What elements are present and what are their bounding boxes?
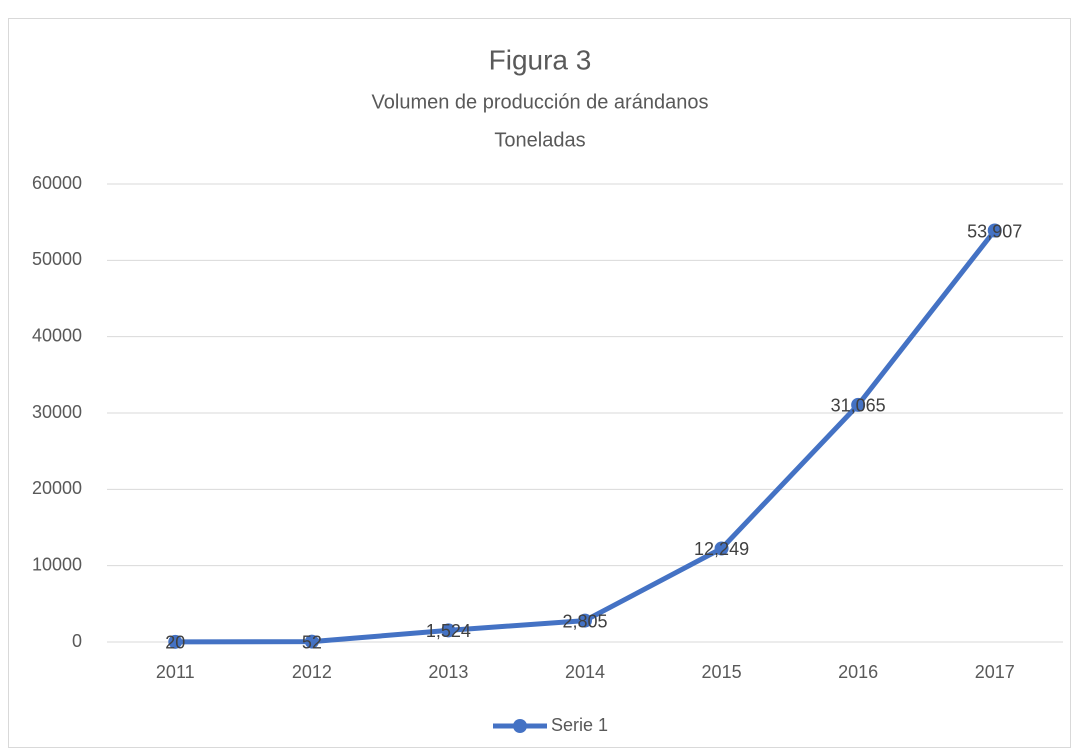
chart-subtitle: Toneladas xyxy=(494,129,585,151)
y-tick-label: 50000 xyxy=(32,249,82,269)
x-tick-label: 2017 xyxy=(975,662,1015,682)
y-tick-label: 40000 xyxy=(32,325,82,345)
x-tick-label: 2012 xyxy=(292,662,332,682)
y-tick-label: 0 xyxy=(72,631,82,651)
x-tick-label: 2011 xyxy=(156,662,195,682)
x-tick-label: 2015 xyxy=(702,662,742,682)
y-tick-label: 60000 xyxy=(32,173,82,193)
legend-label: Serie 1 xyxy=(551,715,608,735)
x-tick-label: 2013 xyxy=(428,662,468,682)
data-label: 1,524 xyxy=(426,621,471,641)
data-point xyxy=(441,623,456,638)
data-label: 31,065 xyxy=(831,396,886,416)
data-point xyxy=(304,634,319,649)
y-tick-label: 30000 xyxy=(32,402,82,422)
data-label: 53,907 xyxy=(967,221,1022,241)
chart-subtitle: Volumen de producción de arándanos xyxy=(372,91,709,113)
data-point xyxy=(578,613,592,628)
y-tick-label: 10000 xyxy=(32,554,82,574)
y-tick-label: 20000 xyxy=(32,478,82,498)
data-label: 12,249 xyxy=(694,539,749,559)
data-point xyxy=(987,223,1002,238)
data-point xyxy=(168,634,183,649)
x-tick-label: 2016 xyxy=(838,662,878,682)
data-point xyxy=(714,541,729,556)
data-label: 20 xyxy=(165,633,185,653)
legend-marker xyxy=(513,719,527,733)
data-label: 52 xyxy=(302,632,322,652)
data-label: 2,805 xyxy=(562,611,607,631)
x-tick-label: 2014 xyxy=(565,662,605,682)
chart-title: Figura 3 xyxy=(489,44,592,75)
data-point xyxy=(851,397,866,412)
